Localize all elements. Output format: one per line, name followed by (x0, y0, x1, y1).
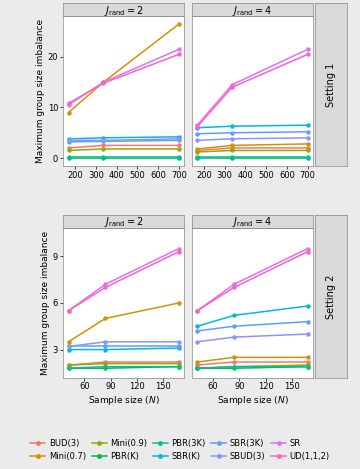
Legend: BUD(3), Mini(0.7), Mini(0.9), PBR(K), PBR(3K), SBR(K), SBR(3K), SBUD(3), SR, UD(: BUD(3), Mini(0.7), Mini(0.9), PBR(K), PB… (29, 437, 331, 462)
Text: $J_\mathrm{rand} = 4$: $J_\mathrm{rand} = 4$ (233, 215, 273, 229)
Text: $J_\mathrm{rand} = 4$: $J_\mathrm{rand} = 4$ (233, 3, 273, 17)
Text: Setting 1: Setting 1 (326, 62, 336, 106)
Text: $J_\mathrm{rand} = 2$: $J_\mathrm{rand} = 2$ (104, 3, 144, 17)
Text: $J_\mathrm{rand} = 2$: $J_\mathrm{rand} = 2$ (104, 215, 144, 229)
Y-axis label: Maximum group size imbalance: Maximum group size imbalance (41, 231, 50, 375)
Text: Setting 2: Setting 2 (326, 274, 336, 318)
X-axis label: Sample size ($N$): Sample size ($N$) (216, 394, 288, 407)
Y-axis label: Maximum group size imbalance: Maximum group size imbalance (36, 19, 45, 163)
X-axis label: Sample size ($N$): Sample size ($N$) (88, 394, 160, 407)
